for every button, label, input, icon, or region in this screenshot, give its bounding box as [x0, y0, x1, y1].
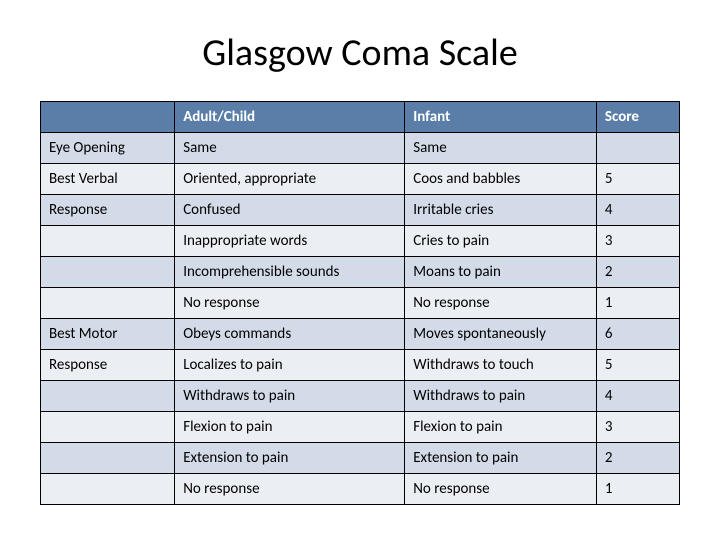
col-header-blank — [41, 102, 175, 133]
table-row: No response No response 1 — [41, 474, 680, 505]
row-label — [41, 443, 175, 474]
table-row: No response No response 1 — [41, 288, 680, 319]
row-label — [41, 257, 175, 288]
table-row: Best Verbal Oriented, appropriate Coos a… — [41, 164, 680, 195]
cell-adult: No response — [175, 288, 405, 319]
cell-infant: Cries to pain — [405, 226, 597, 257]
table-row: Inappropriate words Cries to pain 3 — [41, 226, 680, 257]
table-row: Flexion to pain Flexion to pain 3 — [41, 412, 680, 443]
cell-adult: Flexion to pain — [175, 412, 405, 443]
col-header-score: Score — [596, 102, 679, 133]
cell-score: 3 — [596, 412, 679, 443]
cell-score: 5 — [596, 164, 679, 195]
table-body: Eye Opening Same Same Best Verbal Orient… — [41, 133, 680, 505]
cell-score: 5 — [596, 350, 679, 381]
cell-adult: No response — [175, 474, 405, 505]
cell-infant: Irritable cries — [405, 195, 597, 226]
cell-score: 3 — [596, 226, 679, 257]
gcs-table: Adult/Child Infant Score Eye Opening Sam… — [40, 101, 680, 505]
col-header-adult: Adult/Child — [175, 102, 405, 133]
row-label: Best Motor — [41, 319, 175, 350]
cell-adult: Localizes to pain — [175, 350, 405, 381]
row-label: Best Verbal — [41, 164, 175, 195]
cell-score: 4 — [596, 195, 679, 226]
cell-infant: No response — [405, 474, 597, 505]
cell-score: 6 — [596, 319, 679, 350]
row-label — [41, 226, 175, 257]
cell-adult: Same — [175, 133, 405, 164]
table-row: Extension to pain Extension to pain 2 — [41, 443, 680, 474]
cell-score: 2 — [596, 443, 679, 474]
cell-infant: Withdraws to touch — [405, 350, 597, 381]
table-row: Withdraws to pain Withdraws to pain 4 — [41, 381, 680, 412]
cell-score: 2 — [596, 257, 679, 288]
cell-infant: Flexion to pain — [405, 412, 597, 443]
cell-infant: Moves spontaneously — [405, 319, 597, 350]
table-header-row: Adult/Child Infant Score — [41, 102, 680, 133]
table-row: Response Confused Irritable cries 4 — [41, 195, 680, 226]
cell-infant: Same — [405, 133, 597, 164]
cell-score: 1 — [596, 288, 679, 319]
cell-score — [596, 133, 679, 164]
cell-infant: Moans to pain — [405, 257, 597, 288]
cell-infant: Extension to pain — [405, 443, 597, 474]
cell-score: 4 — [596, 381, 679, 412]
col-header-infant: Infant — [405, 102, 597, 133]
row-label — [41, 474, 175, 505]
cell-infant: Coos and babbles — [405, 164, 597, 195]
cell-adult: Extension to pain — [175, 443, 405, 474]
table-row: Incomprehensible sounds Moans to pain 2 — [41, 257, 680, 288]
row-label: Response — [41, 350, 175, 381]
cell-adult: Inappropriate words — [175, 226, 405, 257]
row-label — [41, 412, 175, 443]
cell-infant: No response — [405, 288, 597, 319]
cell-adult: Obeys commands — [175, 319, 405, 350]
cell-adult: Withdraws to pain — [175, 381, 405, 412]
cell-infant: Withdraws to pain — [405, 381, 597, 412]
table-row: Best Motor Obeys commands Moves spontane… — [41, 319, 680, 350]
cell-adult: Oriented, appropriate — [175, 164, 405, 195]
table-row: Response Localizes to pain Withdraws to … — [41, 350, 680, 381]
table-row: Eye Opening Same Same — [41, 133, 680, 164]
row-label — [41, 288, 175, 319]
cell-adult: Incomprehensible sounds — [175, 257, 405, 288]
cell-adult: Confused — [175, 195, 405, 226]
row-label: Response — [41, 195, 175, 226]
row-label — [41, 381, 175, 412]
cell-score: 1 — [596, 474, 679, 505]
row-label: Eye Opening — [41, 133, 175, 164]
page-title: Glasgow Coma Scale — [40, 30, 680, 76]
